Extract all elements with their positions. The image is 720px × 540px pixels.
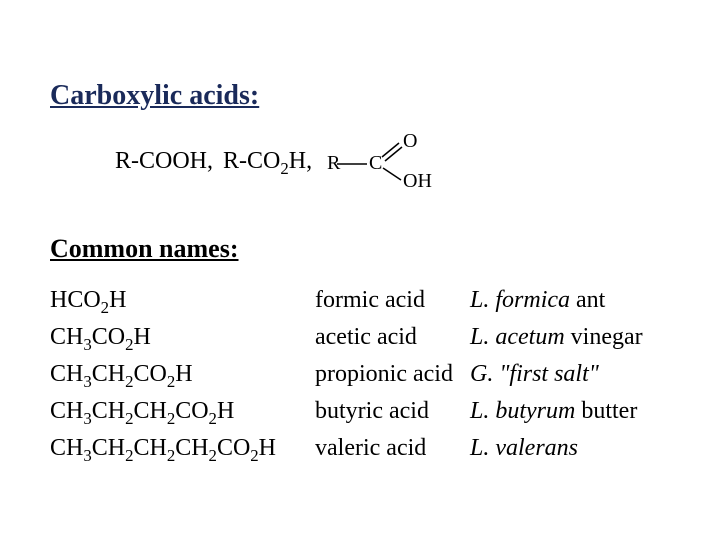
acid-common-name: acetic acid — [315, 319, 470, 356]
acid-formula: CH3CH2CH2CO2H — [50, 393, 315, 430]
svg-text:OH: OH — [403, 170, 432, 189]
table-row: CH3CO2Hacetic acidL. acetum vinegar — [50, 319, 670, 356]
acid-formula: CH3CH2CO2H — [50, 356, 315, 393]
formula-rco2h: R-CO2H, — [223, 148, 312, 175]
page-title: Carboxylic acids: — [50, 80, 670, 112]
acid-etymology: G. "first salt" — [470, 356, 670, 393]
acid-etymology: L. formica ant — [470, 282, 670, 319]
svg-text:R: R — [327, 152, 341, 174]
general-formula-row: R-COOH, R-CO2H, R C O OH — [115, 134, 670, 189]
table-row: CH3CH2CH2CO2Hbutyric acidL. butyrum butt… — [50, 393, 670, 430]
table-row: HCO2Hformic acidL. formica ant — [50, 282, 670, 319]
formula-rcooh: R-COOH, — [115, 148, 213, 175]
table-row: CH3CH2CH2CH2CO2Hvaleric acidL. valerans — [50, 430, 670, 467]
acid-common-name: valeric acid — [315, 430, 470, 467]
acid-formula: HCO2H — [50, 282, 315, 319]
acid-common-name: butyric acid — [315, 393, 470, 430]
acid-common-name: propionic acid — [315, 356, 470, 393]
acid-etymology: L. acetum vinegar — [470, 319, 670, 356]
table-row: CH3CH2CO2Hpropionic acidG. "first salt" — [50, 356, 670, 393]
svg-text:O: O — [403, 134, 417, 152]
acids-table: HCO2Hformic acidL. formica antCH3CO2Hace… — [50, 282, 670, 467]
common-names-header: Common names: — [50, 234, 670, 264]
acid-etymology: L. butyrum butter — [470, 393, 670, 430]
svg-text:C: C — [369, 152, 382, 174]
acid-formula: CH3CO2H — [50, 319, 315, 356]
acid-formula: CH3CH2CH2CH2CO2H — [50, 430, 315, 467]
acid-etymology: L. valerans — [470, 430, 670, 467]
carboxylic-structure-icon: R C O OH — [327, 134, 432, 189]
acid-common-name: formic acid — [315, 282, 470, 319]
